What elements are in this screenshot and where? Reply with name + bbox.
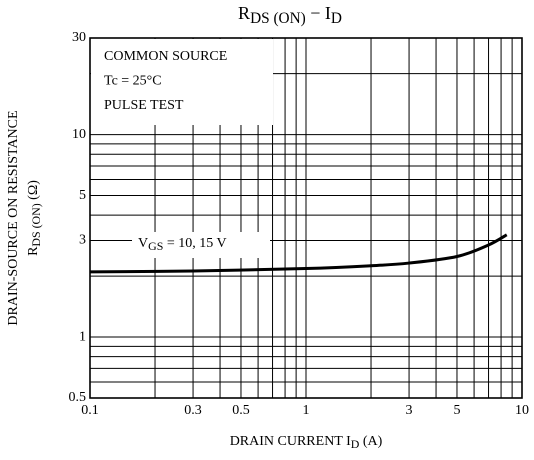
chart-title: RDS (ON) − ID — [238, 3, 342, 27]
x-tick-label: 0.3 — [184, 403, 202, 418]
x-tick-label: 5 — [453, 403, 460, 418]
x-axis-label-part: D — [351, 437, 360, 451]
frame — [89, 37, 523, 399]
y-axis-label-part: DS (ON) — [29, 203, 43, 246]
annotation: COMMON SOURCE — [104, 49, 227, 64]
annotation: Tc = 25°C — [104, 74, 162, 89]
x-axis-label-part: DRAIN CURRENT I — [230, 434, 351, 449]
x-axis-label: DRAIN CURRENT ID (A) — [230, 434, 383, 451]
chart-title-part: DS (ON) — [250, 10, 306, 27]
y-axis-label-part: (Ω) — [26, 180, 41, 204]
y-axis-label-part: DRAIN-SOURCE ON RESISTANCE — [6, 110, 21, 325]
line — [89, 233, 508, 274]
x-tick-label: 10 — [515, 403, 529, 418]
series-label-part: = 10, 15 V — [163, 236, 226, 251]
y-axis-label: RDS (ON) (Ω) — [26, 180, 43, 256]
y-tick-label: 5 — [79, 188, 86, 203]
x-tick-label: 3 — [406, 403, 413, 418]
annotation: PULSE TEST — [104, 98, 184, 113]
y-tick-label: 30 — [72, 30, 86, 45]
chart-title-part: D — [331, 10, 342, 27]
y-tick-label: 10 — [72, 127, 86, 142]
x-tick-label: 0.1 — [81, 403, 99, 418]
series-label-box — [132, 232, 270, 258]
annotation-box — [91, 39, 273, 125]
x-tick-label: 1 — [303, 403, 310, 418]
chart-title-part: − I — [306, 3, 331, 23]
y-tick-label: 1 — [79, 329, 86, 344]
series-label-part: V — [138, 236, 148, 251]
y-axis-label: DRAIN-SOURCE ON RESISTANCE — [6, 110, 21, 325]
y-tick-label: 3 — [79, 233, 86, 248]
y-tick-label: 0.5 — [69, 390, 87, 405]
series-label: VGS = 10, 15 V — [138, 236, 227, 253]
series-label-part: GS — [148, 239, 163, 253]
x-tick-label: 0.5 — [232, 403, 250, 418]
x-axis-label-part: (A) — [359, 434, 382, 449]
y-axis-label-part: R — [26, 246, 41, 256]
chart-title-part: R — [238, 3, 250, 23]
